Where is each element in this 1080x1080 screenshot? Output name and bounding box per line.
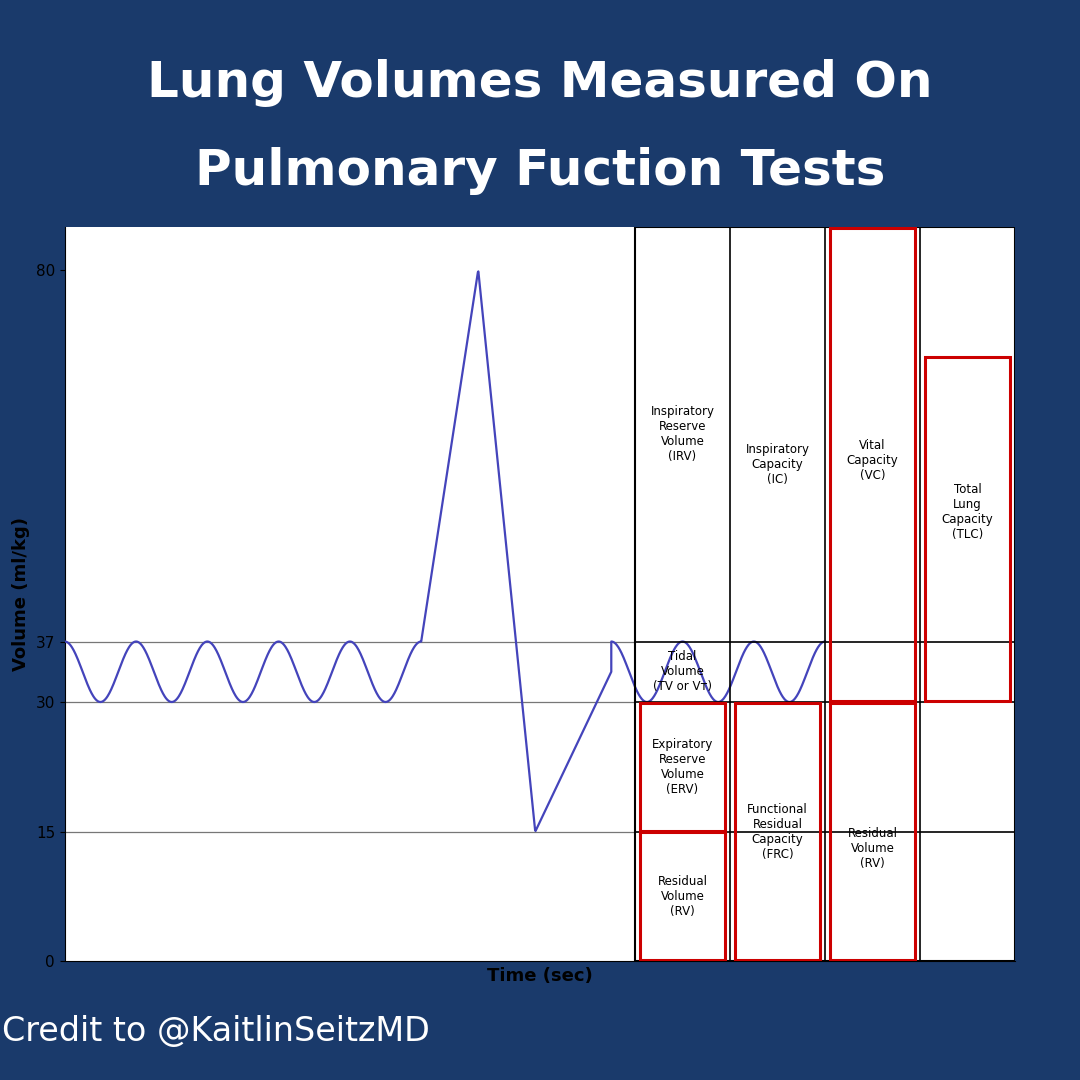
Text: Inspiratory
Capacity
(IC): Inspiratory Capacity (IC)	[745, 443, 810, 486]
Text: Pulmonary Fuction Tests: Pulmonary Fuction Tests	[194, 147, 886, 194]
Text: Total
Lung
Capacity
(TLC): Total Lung Capacity (TLC)	[942, 483, 994, 541]
Text: Tidal
Volume
(TV or Vᴛ): Tidal Volume (TV or Vᴛ)	[653, 650, 712, 693]
Text: Lung Volumes Measured On: Lung Volumes Measured On	[147, 58, 933, 107]
Text: Residual
Volume
(RV): Residual Volume (RV)	[658, 875, 707, 918]
X-axis label: Time (sec): Time (sec)	[487, 967, 593, 985]
Text: Expiratory
Reserve
Volume
(ERV): Expiratory Reserve Volume (ERV)	[652, 738, 713, 796]
Text: Residual
Volume
(RV): Residual Volume (RV)	[848, 827, 897, 870]
Text: Vital
Capacity
(VC): Vital Capacity (VC)	[847, 438, 899, 482]
Y-axis label: Volume (ml/kg): Volume (ml/kg)	[12, 517, 30, 671]
Text: Inspiratory
Reserve
Volume
(IRV): Inspiratory Reserve Volume (IRV)	[650, 405, 715, 463]
Bar	[635, 227, 1015, 961]
Text: Functional
Residual
Capacity
(FRC): Functional Residual Capacity (FRC)	[747, 802, 808, 861]
Text: Credit to @KaitlinSeitzMD: Credit to @KaitlinSeitzMD	[2, 1015, 430, 1048]
